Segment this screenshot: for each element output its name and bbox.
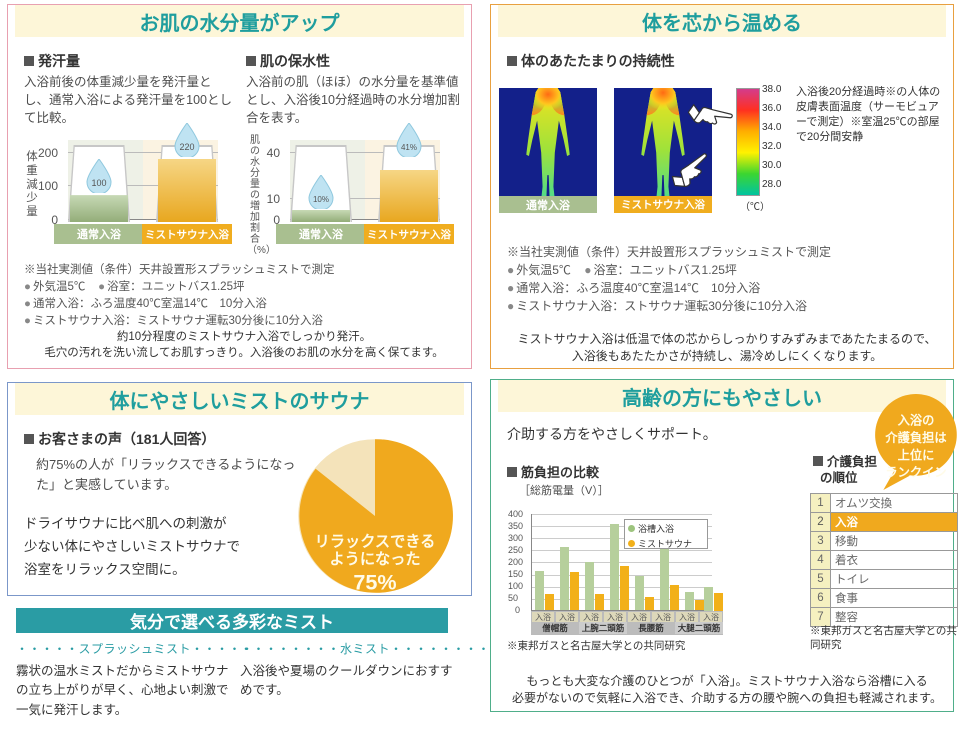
svg-text:ようになった: ようになった [329, 551, 420, 568]
svg-text:75%: 75% [353, 570, 396, 595]
svg-text:100: 100 [91, 178, 106, 188]
svg-text:10%: 10% [313, 195, 329, 204]
svg-text:41%: 41% [401, 143, 417, 152]
svg-text:介護負担は: 介護負担は [884, 430, 946, 445]
svg-text:リラックスできる: リラックスできる [315, 533, 436, 550]
svg-text:入浴の: 入浴の [898, 413, 935, 428]
svg-text:220: 220 [179, 142, 194, 152]
